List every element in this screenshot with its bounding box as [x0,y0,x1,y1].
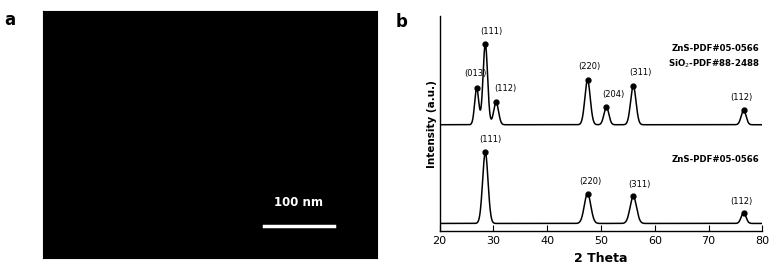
Text: (111): (111) [479,136,502,144]
Text: SiO$_2$-PDF#88-2488: SiO$_2$-PDF#88-2488 [668,58,760,70]
Text: (112): (112) [730,93,752,102]
Text: (311): (311) [629,179,651,189]
Text: b: b [395,13,407,31]
Text: (112): (112) [730,197,752,206]
Text: a: a [4,11,15,29]
Text: ZnS-PDF#05-0566: ZnS-PDF#05-0566 [672,155,760,164]
X-axis label: 2 Theta: 2 Theta [574,252,628,265]
Text: (220): (220) [578,62,601,71]
Y-axis label: Intensity (a.u.): Intensity (a.u.) [427,80,436,168]
Text: (112): (112) [495,84,517,93]
Text: ZnS-PDF#05-0566: ZnS-PDF#05-0566 [672,44,760,53]
Text: (111): (111) [481,27,503,36]
Text: (204): (204) [602,90,624,99]
Text: (013): (013) [464,69,487,79]
Text: 100 nm: 100 nm [274,196,323,209]
Text: (220): (220) [580,177,601,186]
Text: (311): (311) [629,68,651,77]
